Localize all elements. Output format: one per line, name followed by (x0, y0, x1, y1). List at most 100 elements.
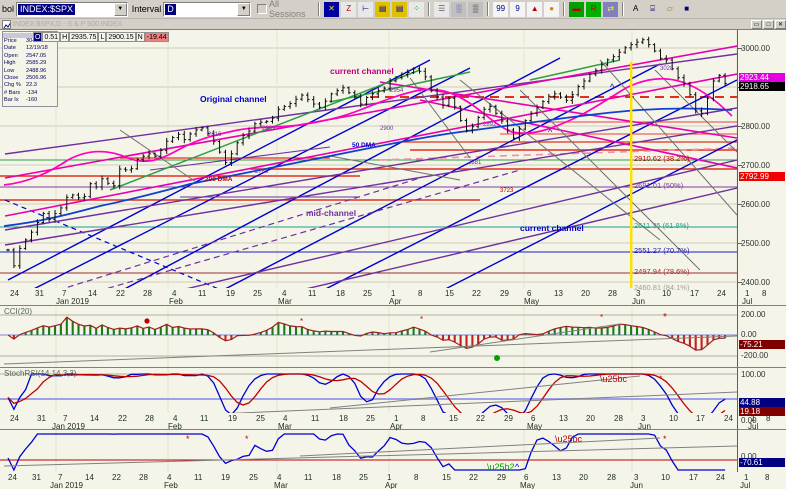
candle-chart-icon[interactable]: ░ (451, 1, 467, 17)
data-legend-key: Date (4, 45, 16, 52)
chevron-down-icon[interactable]: ▼ (113, 2, 127, 16)
svg-text:\u25bc: \u25bc (600, 374, 628, 384)
last-price-alt-tag: 2923.44 (739, 73, 785, 82)
fib-level-label: 2551.27 (70.7%) (634, 246, 690, 255)
high-value: 2935.75 (69, 32, 99, 42)
x-axis-tick: 28 (145, 414, 154, 423)
x-axis-tick: 22 (112, 473, 121, 482)
save-icon[interactable]: ■ (679, 1, 695, 17)
quote-readout: O 0.51 H 2935.75 L 2900.15 N -19.44 (33, 32, 169, 42)
momentum-plot[interactable]: * * \u25bc * \u25b2 ^ (0, 430, 737, 472)
ohlc-bar (547, 93, 551, 104)
swap-icon[interactable]: ⇄ (603, 1, 619, 17)
maximize-button[interactable]: □ (763, 19, 774, 29)
symbol-value: INDEX:$SPX (18, 3, 76, 15)
x-axis-tick: 17 (689, 473, 698, 482)
x-axis-month: Jul (742, 297, 753, 306)
watchlist-icon[interactable]: ▤ (392, 1, 408, 17)
ohlc-bar (153, 152, 157, 158)
momentum-pane[interactable]: * * \u25bc * \u25b2 ^ 0.00 -70.61 24 31 7 1… (0, 429, 786, 489)
ohlc-bar (405, 69, 410, 78)
notes-icon[interactable]: 99 (493, 1, 509, 17)
bar-chart-icon[interactable]: ☰ (434, 1, 450, 17)
x-axis-month: Jan 2019 (52, 422, 85, 431)
ohlc-bar (723, 73, 727, 86)
toolbar-separator (487, 2, 490, 16)
data-legend-value: 2488.96 (26, 67, 47, 74)
symbol-window-title: INDEX:$SPX,D - S & P 500 INDEX (13, 20, 123, 28)
cci-pane[interactable]: * * * * CCI(20) 200.00 0.00 -200.00 -75.… (0, 305, 786, 367)
all-sessions-checkbox[interactable]: All Sessions (257, 0, 315, 19)
zigzag-tool-icon[interactable]: Z (341, 1, 357, 17)
ohlc-bar (88, 182, 93, 199)
ohlc-bar (353, 90, 357, 100)
toolbar-separator (318, 2, 321, 16)
low-key: L (98, 32, 107, 42)
x-axis-month: Apr (390, 422, 403, 431)
open-folder-icon[interactable]: ▱ (662, 1, 678, 17)
price-axis-label: 2400.00 (741, 278, 770, 287)
ohlc-bar (711, 78, 716, 102)
x-axis-tick: 4 (173, 414, 178, 423)
symbol-combobox[interactable]: INDEX:$SPX ▼ (16, 1, 128, 17)
text-tool-icon[interactable]: A (628, 1, 644, 17)
price-plot[interactable]: ^ ^ (0, 30, 737, 305)
chevron-down-icon[interactable]: ▼ (237, 2, 251, 16)
ohlc-bar (300, 93, 304, 101)
x-axis-tick: 29 (500, 289, 509, 298)
x-axis-tick: 6 (531, 414, 536, 423)
data-legend-row: High 2585.29 (3, 60, 57, 67)
ohlc-bar (100, 175, 104, 191)
price-axis-label: 2800.00 (741, 122, 770, 131)
price-plot-svg: ^ ^ (0, 30, 737, 305)
cci-indicator-title: CCI(20) (4, 307, 33, 316)
cci-axis[interactable]: 200.00 0.00 -200.00 -75.21 (737, 306, 786, 367)
ohlc-bar (394, 76, 398, 83)
grid-chart-icon[interactable]: ▒ (468, 1, 484, 17)
fib-level-label: 2910.62 (38.2%) (634, 154, 690, 163)
settings-grid-icon[interactable]: ⁘ (409, 1, 425, 17)
ohlc-bar (500, 110, 504, 124)
fib-level-label: 2460.81 (84.1%) (634, 283, 690, 292)
x-axis-tick: 1 (751, 414, 756, 423)
data-legend-value: 12/19/18 (26, 45, 48, 52)
ohlc-bar (276, 106, 281, 122)
alert-icon[interactable]: ▲ (527, 1, 543, 17)
momentum-axis[interactable]: 0.00 -70.61 (737, 430, 786, 472)
toolbar-separator (428, 2, 431, 16)
checkbox-box[interactable] (257, 4, 267, 14)
chart-area[interactable]: ^ ^ Price3045.41Date12/19/18Open2547.05H… (0, 29, 786, 489)
close-button[interactable]: ✕ (775, 19, 786, 29)
x-axis-tick: 20 (586, 414, 595, 423)
price-pane[interactable]: ^ ^ Price3045.41Date12/19/18Open2547.05H… (0, 29, 786, 305)
table-icon[interactable]: ⌸ (645, 1, 661, 17)
ohlc-bar (494, 104, 498, 116)
chart-annotation: current channel (520, 223, 584, 233)
x-axis-tick: 24 (717, 289, 726, 298)
interval-combobox[interactable]: D ▼ (163, 1, 252, 17)
ohlc-bar (164, 137, 169, 154)
x-axis-tick: 25 (256, 414, 265, 423)
ohlc-bar (106, 177, 110, 186)
cci-plot[interactable]: * * * * (0, 306, 737, 367)
crosshair-tool-icon[interactable]: ✕ (324, 1, 340, 17)
price-axis-tick (738, 165, 742, 166)
note-single-icon[interactable]: 9 (510, 1, 526, 17)
svg-text:*: * (600, 313, 603, 322)
x-axis-tick: 8 (418, 289, 423, 298)
stochrsi-pane[interactable]: \u25bc * StochRSI(14,14,3,3) 100.00 0.00… (0, 367, 786, 431)
price-axis[interactable]: 3000.002900.002800.002700.002600.002500.… (737, 30, 786, 305)
data-legend-panel: Price3045.41Date12/19/18Open2547.05High2… (2, 31, 58, 107)
stochrsi-axis[interactable]: 100.00 0.00 44.88 19.18 (737, 368, 786, 429)
flame-icon[interactable]: ● (544, 1, 560, 17)
data-legend-key: Chg % (4, 82, 21, 89)
fork-tool-icon[interactable]: ⊢ (358, 1, 374, 17)
ohlc-bar (670, 58, 674, 71)
flag-green-icon[interactable]: ▬ (569, 1, 585, 17)
ohlc-bar (270, 115, 275, 124)
svg-text:\u25b2: \u25b2 (487, 462, 515, 472)
restore-button[interactable]: ▭ (751, 19, 762, 29)
record-icon[interactable]: R (586, 1, 602, 17)
ohlc-bar (206, 125, 210, 136)
data-window-icon[interactable]: ▤ (375, 1, 391, 17)
